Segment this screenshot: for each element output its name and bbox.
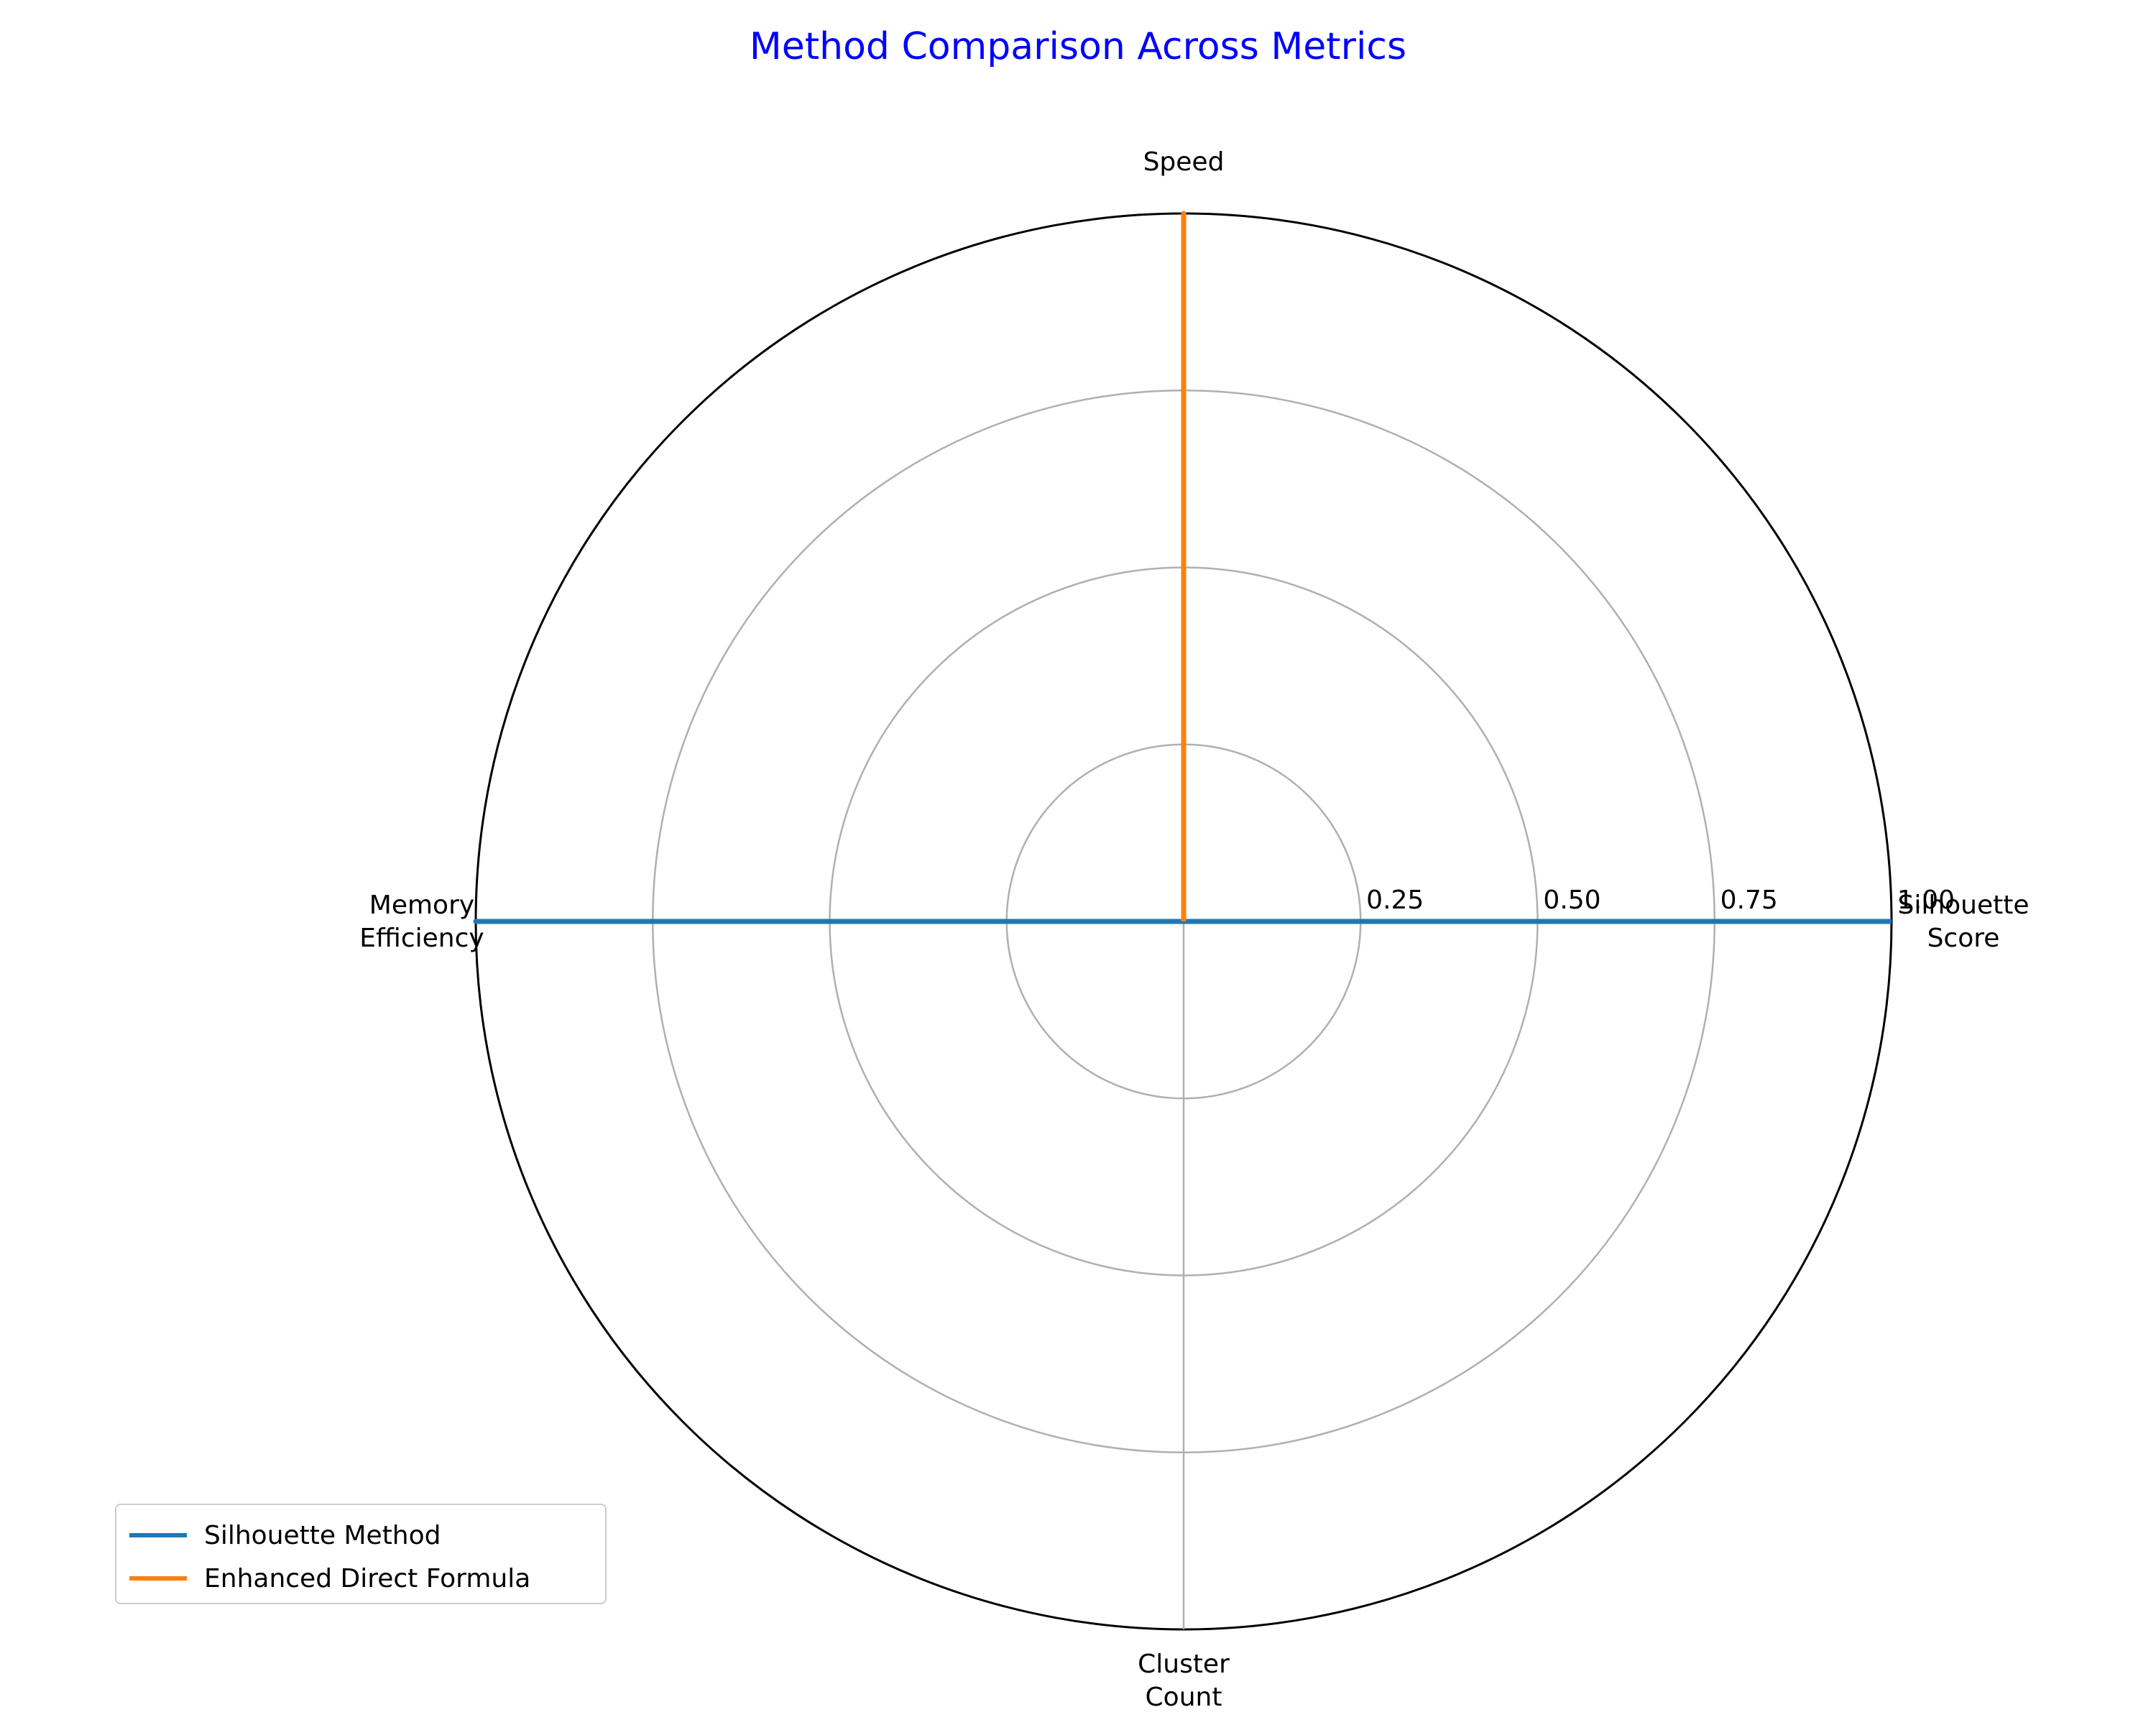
chart-title: Method Comparison Across Metrics [749, 25, 1407, 68]
radial-tick-label: 0.75 [1720, 886, 1778, 915]
legend-item-silhouette-method: Silhouette Method [116, 1514, 605, 1557]
legend-swatch-enhanced-direct-formula [129, 1576, 187, 1581]
legend-item-enhanced-direct-formula: Enhanced Direct Formula [116, 1557, 605, 1600]
radial-tick-label: 1.00 [1897, 886, 1955, 915]
category-label: Silhouette Score [1897, 891, 2029, 953]
series-layer [473, 211, 1892, 924]
radial-tick-label: 0.25 [1366, 886, 1424, 915]
category-label: Speed [1143, 147, 1225, 177]
legend-label-silhouette-method: Silhouette Method [204, 1520, 441, 1550]
category-label: Memory Efficiency [359, 891, 484, 953]
legend: Silhouette Method Enhanced Direct Formul… [115, 1504, 607, 1604]
category-label: Cluster Count [1138, 1650, 1230, 1712]
radial-tick-label: 0.50 [1543, 886, 1600, 915]
legend-label-enhanced-direct-formula: Enhanced Direct Formula [204, 1563, 531, 1593]
legend-swatch-silhouette-method [129, 1533, 187, 1537]
